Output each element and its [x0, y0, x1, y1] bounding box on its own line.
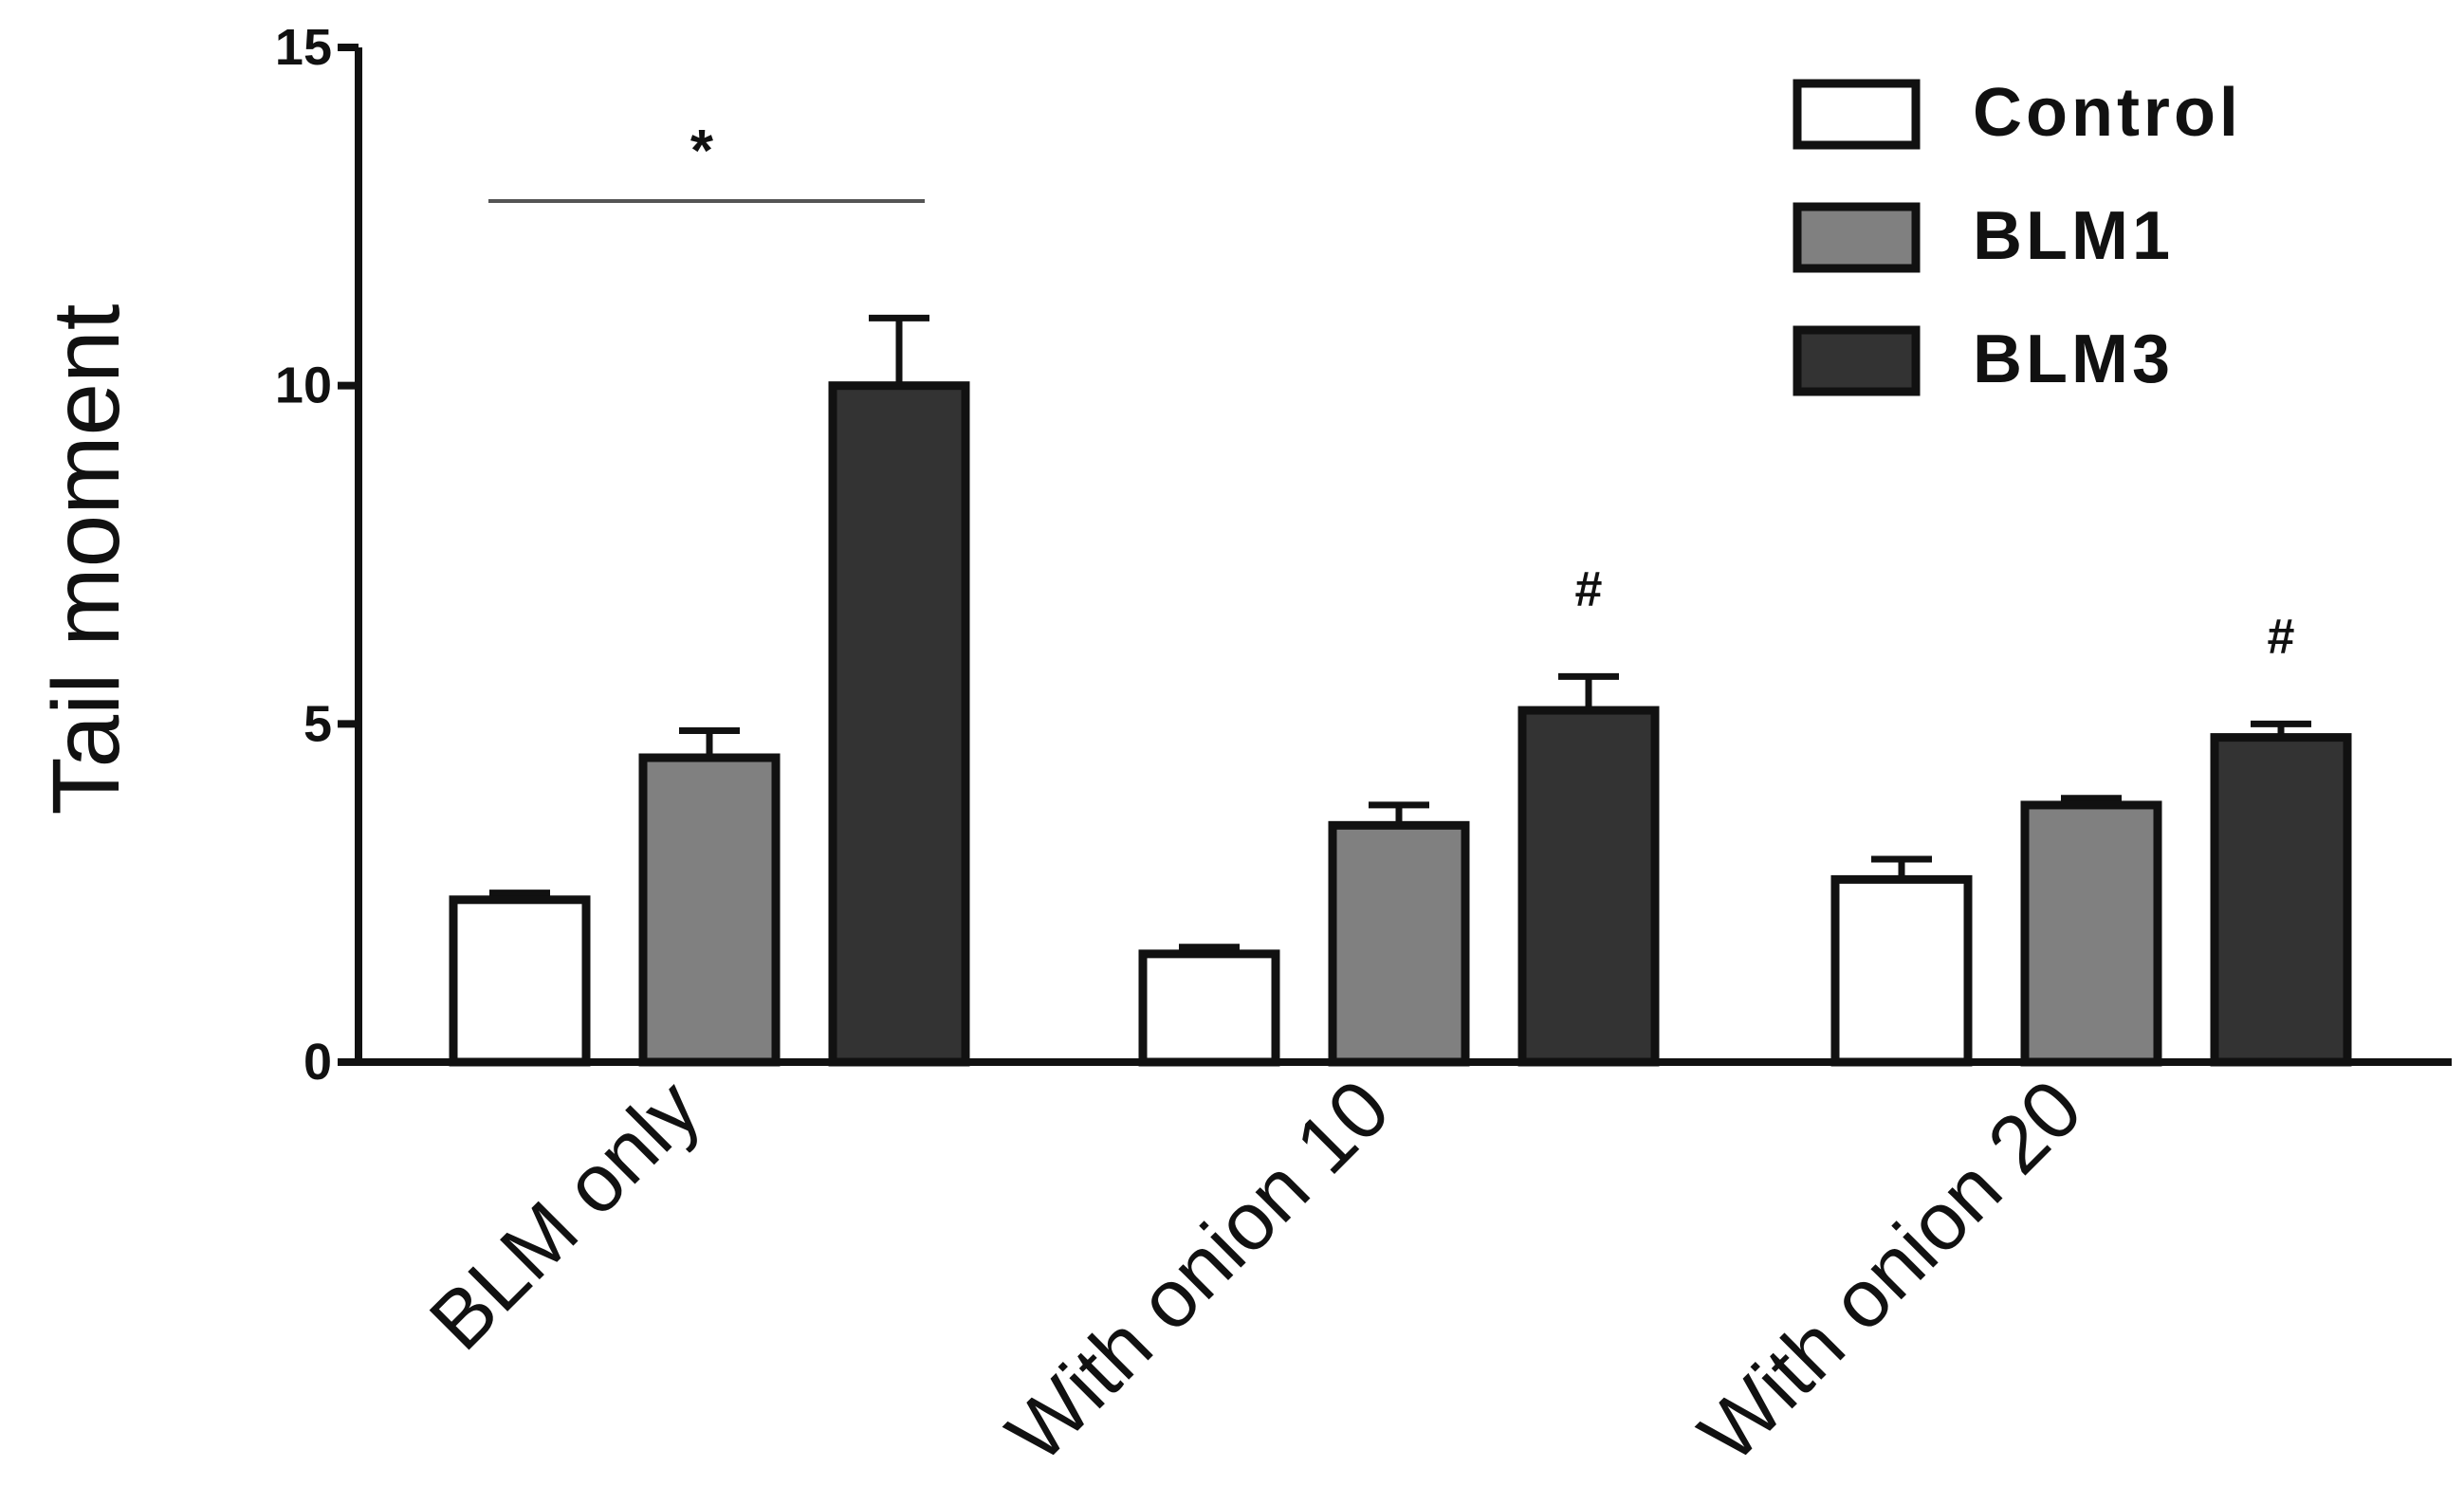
- bar: [1138, 949, 1280, 1067]
- bar: [1517, 706, 1660, 1067]
- annotation: #: [1575, 561, 1603, 616]
- y-tick-label: 10: [275, 358, 332, 414]
- bar: [638, 753, 781, 1067]
- legend-label: Control: [1973, 75, 2242, 151]
- bar: [1328, 820, 1470, 1067]
- legend-swatch: [1793, 325, 1921, 396]
- x-tick-label: With onion 10: [990, 1063, 1407, 1480]
- bar: [2020, 800, 2162, 1067]
- x-tick-label: BLM only: [413, 1063, 717, 1367]
- annotation: *: [690, 119, 714, 184]
- bar: [1830, 874, 1973, 1067]
- bar: [449, 895, 591, 1067]
- y-tick-label: 15: [275, 19, 332, 76]
- legend-label: BLM1: [1973, 198, 2174, 274]
- legend-swatch: [1793, 79, 1921, 150]
- y-axis-label: Tail moment: [33, 303, 139, 815]
- legend-swatch: [1793, 202, 1921, 273]
- legend: Control BLM1 BLM3: [1793, 75, 2242, 397]
- bar: [828, 381, 970, 1067]
- y-tick-label: 5: [303, 695, 332, 752]
- x-tick-label: With onion 20: [1683, 1063, 2100, 1480]
- bar: [2210, 733, 2352, 1067]
- annotation: #: [2268, 609, 2295, 664]
- y-tick-label: 0: [303, 1034, 332, 1091]
- legend-label: BLM3: [1973, 321, 2174, 397]
